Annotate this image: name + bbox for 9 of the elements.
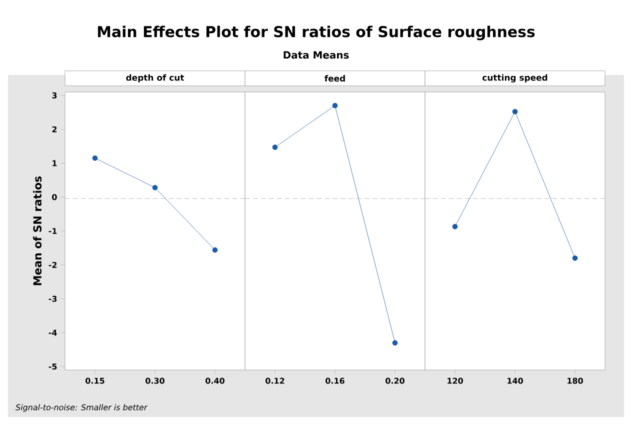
text: Main Effects Plot for SN ratios of Surface roughness: [98, 26, 535, 40]
text: Data Means: [284, 51, 349, 59]
chart-title: cutting speed: [482, 74, 548, 82]
chart-title: feed: [324, 75, 345, 82]
point: [152, 184, 158, 190]
y-axis-title: Mean of SN ratios: [33, 176, 42, 286]
point: [212, 247, 218, 253]
chart-title: depth of cut: [126, 74, 184, 82]
point: [92, 155, 98, 161]
